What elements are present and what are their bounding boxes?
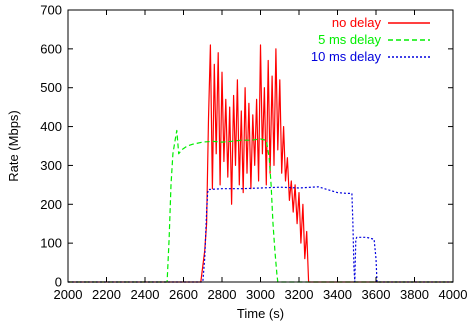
x-tick-label: 2200: [92, 287, 121, 302]
x-tick-label: 3200: [285, 287, 314, 302]
y-tick-label: 200: [40, 197, 62, 212]
y-tick-label: 100: [40, 236, 62, 251]
y-axis-ticks: 0 100 200 300 400 500 600 700: [40, 3, 453, 290]
legend: no delay 5 ms delay 10 ms delay: [311, 15, 430, 64]
series-layer: [68, 44, 453, 283]
legend-label-10ms-delay: 10 ms delay: [311, 49, 382, 64]
x-tick-label: 2600: [169, 287, 198, 302]
x-tick-label: 4000: [439, 287, 468, 302]
y-tick-label: 400: [40, 119, 62, 134]
y-tick-label: 0: [55, 275, 62, 290]
x-axis-ticks: 2000 2200 2400 2600 2800 3000 3200 3400 3600 3800…: [54, 10, 468, 302]
y-tick-label: 600: [40, 41, 62, 56]
x-tick-label: 3800: [400, 287, 429, 302]
x-tick-label: 3600: [362, 287, 391, 302]
y-tick-label: 500: [40, 80, 62, 95]
series-line-0: [68, 44, 453, 283]
series-line-2: [68, 186, 453, 283]
x-axis-label: Time (s): [237, 306, 284, 321]
x-tick-label: 3400: [323, 287, 352, 302]
x-tick-label: 2000: [54, 287, 83, 302]
legend-label-no-delay: no delay: [332, 15, 382, 30]
legend-label-5ms-delay: 5 ms delay: [318, 32, 381, 47]
y-tick-label: 700: [40, 3, 62, 18]
series-line-1: [68, 129, 453, 283]
x-tick-label: 2400: [131, 287, 160, 302]
x-tick-label: 2800: [208, 287, 237, 302]
x-tick-label: 3000: [246, 287, 275, 302]
y-tick-label: 300: [40, 158, 62, 173]
y-axis-label: Rate (Mbps): [6, 110, 21, 182]
